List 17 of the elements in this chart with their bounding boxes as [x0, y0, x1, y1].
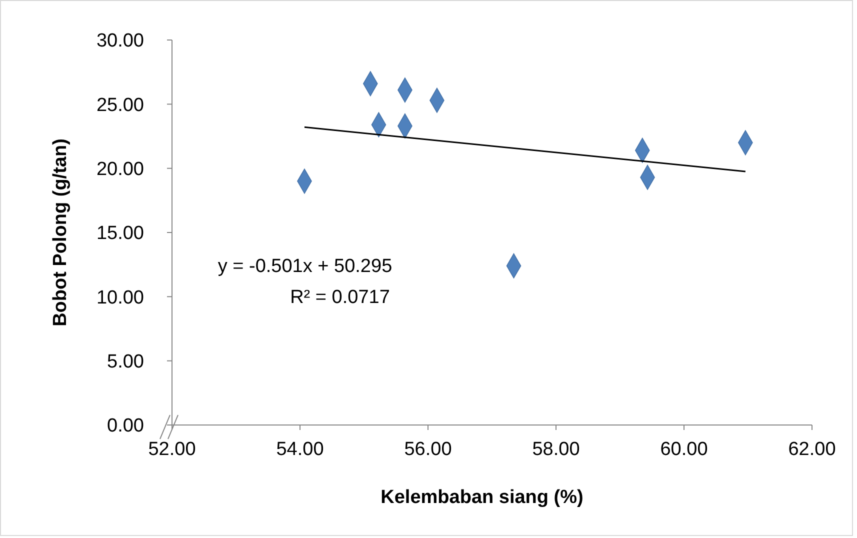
- x-tick-label: 54.00: [276, 439, 324, 460]
- x-tick-label: 52.00: [148, 439, 196, 460]
- annotation: y = -0.501x + 50.295: [218, 256, 392, 277]
- x-tick-label: 56.00: [404, 439, 452, 460]
- x-tick-label: 62.00: [788, 439, 836, 460]
- y-tick-label: 10.00: [96, 287, 144, 308]
- y-tick-label: 0.00: [107, 416, 144, 437]
- y-tick-label: 15.00: [96, 223, 144, 244]
- x-tick-label: 60.00: [660, 439, 708, 460]
- annotation: R² = 0.0717: [290, 287, 390, 308]
- y-tick-label: 25.00: [96, 94, 144, 116]
- x-tick-label: 58.00: [532, 439, 580, 460]
- y-axis-title: Bobot Polong (g/tan): [50, 138, 71, 326]
- y-tick-label: 5.00: [107, 351, 144, 372]
- y-tick-label: 20.00: [96, 158, 144, 180]
- y-tick-label: 30.00: [96, 30, 144, 52]
- x-axis-title: Kelembaban siang (%): [380, 487, 584, 508]
